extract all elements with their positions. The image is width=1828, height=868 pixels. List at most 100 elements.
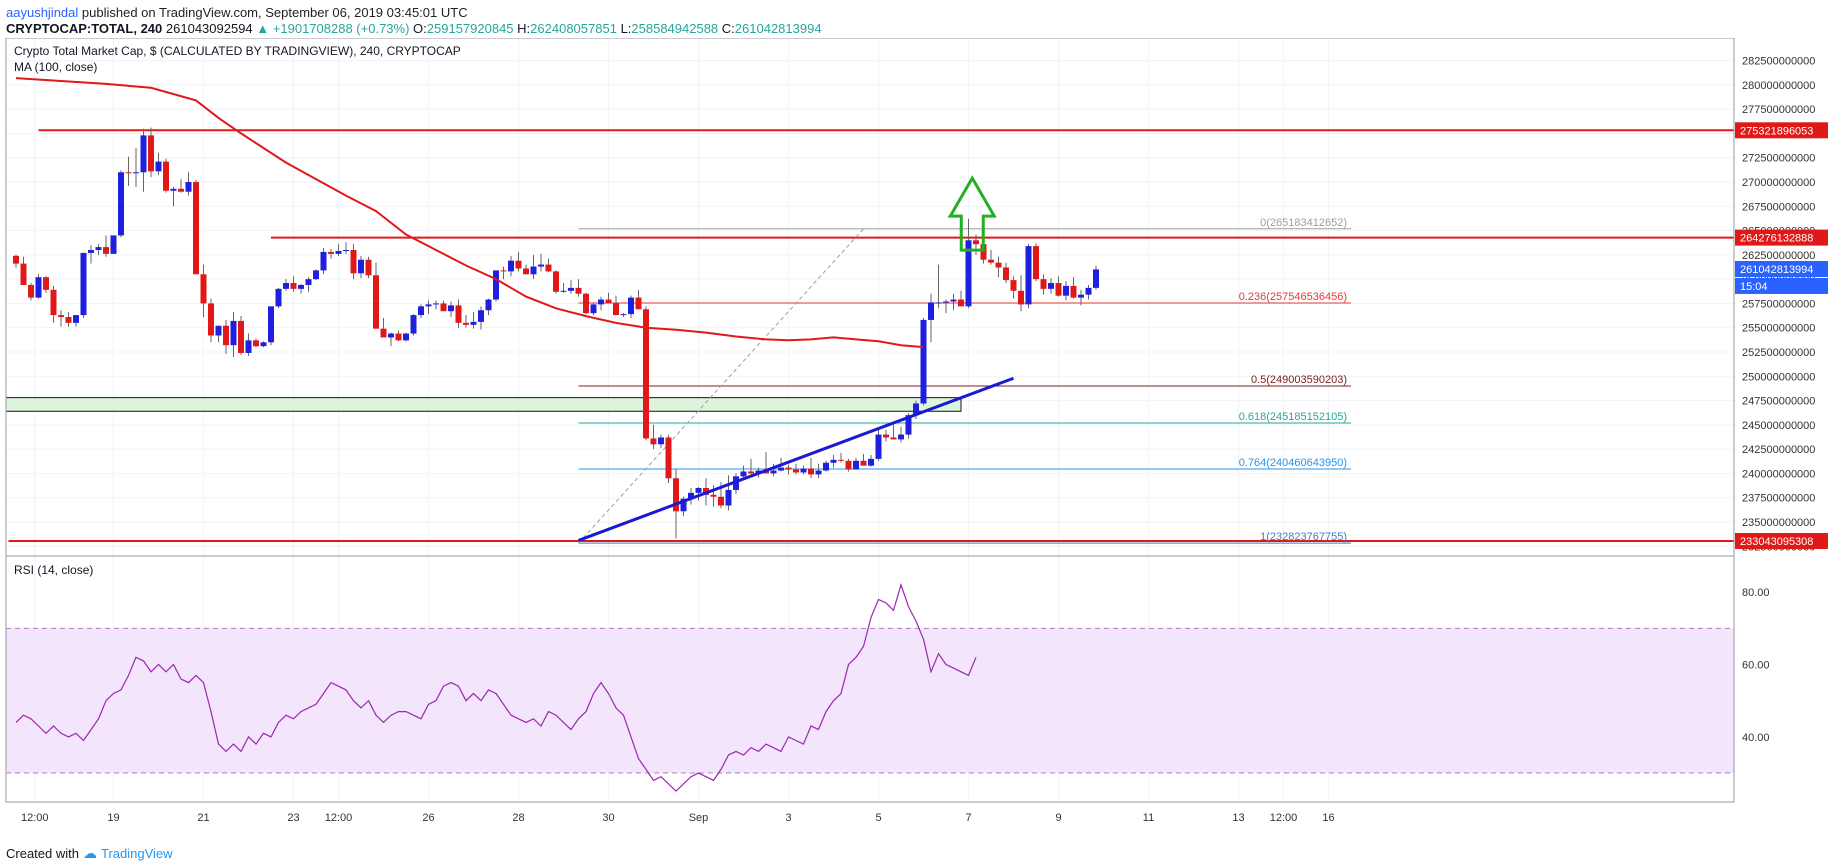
y-tick-label: 277500000000: [1742, 104, 1815, 116]
author-name[interactable]: aayushjindal: [6, 5, 79, 20]
candle-body: [170, 188, 177, 191]
candle-body: [898, 434, 904, 440]
close-value: 261042813994: [734, 21, 822, 36]
candle-body: [943, 301, 949, 303]
candle-body: [65, 317, 72, 323]
up-arrow: [947, 175, 997, 252]
candle-body: [808, 468, 814, 475]
x-tick-label: Sep: [689, 812, 709, 824]
axes: 2325000000002350000000002375000000002400…: [5, 38, 1815, 824]
candle-body: [335, 250, 342, 254]
candle-body: [568, 287, 574, 291]
candle-body: [508, 260, 514, 272]
candle-body: [485, 299, 492, 311]
candle-body: [1018, 290, 1024, 305]
candle-body: [448, 305, 454, 312]
y-tick-label: 255000000000: [1742, 323, 1815, 335]
candle-body: [395, 333, 402, 341]
created-with-text: Created with: [6, 846, 79, 861]
plot-frame: [5, 38, 1735, 803]
candle-body: [230, 320, 237, 346]
candle-body: [815, 470, 822, 475]
moving-average: [15, 77, 924, 349]
candle-body: [140, 135, 147, 173]
candle-body: [928, 302, 934, 320]
x-tick-label: 19: [107, 812, 119, 824]
y-tick-label: 262500000000: [1742, 250, 1815, 262]
y-tick-label: 237500000000: [1742, 493, 1815, 505]
x-tick-label: 28: [512, 812, 524, 824]
y-tick-label: 267500000000: [1742, 201, 1815, 213]
chart-area[interactable]: 0(265183412652) 0.236(257546536456) 0.5(24…: [0, 38, 1828, 838]
candle-body: [793, 469, 799, 473]
candle-body: [935, 302, 942, 304]
candle-body: [605, 299, 612, 304]
open-value: 259157920845: [426, 21, 514, 36]
candle-body: [785, 467, 792, 470]
support-trendline: [577, 376, 1015, 542]
candle-body: [650, 438, 657, 445]
x-tick-label: 13: [1232, 812, 1244, 824]
candle-body: [43, 277, 49, 290]
candle-body: [223, 325, 229, 346]
fib-label: 0(265183412652): [1260, 217, 1347, 229]
candle-body: [980, 244, 987, 260]
horizontal-levels: [8, 129, 1734, 543]
candle-body: [185, 182, 192, 192]
candles: [13, 127, 1099, 539]
candle-body: [1070, 285, 1077, 298]
candle-body: [958, 299, 964, 307]
candle-body: [200, 274, 207, 304]
candle-body: [583, 293, 589, 314]
candle-body: [20, 263, 27, 285]
last-price: 261043092594: [165, 21, 253, 36]
fib-label: 0.764(240460643950): [1239, 457, 1347, 469]
candle-body: [328, 251, 334, 254]
candle-body: [695, 488, 702, 493]
candle-body: [748, 471, 754, 474]
candle-body: [718, 496, 724, 506]
candle-body: [500, 270, 507, 272]
candle-body: [365, 259, 372, 276]
rsi-tick-label: 60.00: [1742, 660, 1770, 672]
candle-body: [103, 247, 109, 254]
level-tag: [1735, 229, 1828, 246]
tradingview-link[interactable]: TradingView: [100, 846, 173, 861]
candle-body: [215, 325, 222, 336]
candle-body: [253, 340, 259, 347]
candle-body: [1003, 267, 1009, 281]
candle-body: [800, 468, 807, 473]
candle-body: [613, 303, 619, 316]
rsi-legend: RSI (14, close): [14, 563, 93, 577]
trendline: [577, 376, 1015, 542]
footer: Created with ☁ TradingView: [6, 845, 173, 862]
candle-body: [965, 240, 972, 307]
publish-info: aayushjindal published on TradingView.co…: [6, 5, 468, 20]
candle-body: [823, 462, 829, 471]
candle-body: [890, 437, 897, 440]
x-tick-label: 12:00: [325, 812, 353, 824]
rsi-tick-label: 80.00: [1742, 587, 1770, 599]
candle-body: [95, 247, 102, 250]
candle-body: [973, 240, 979, 245]
candle-body: [688, 492, 694, 499]
price-tag-label: 15:04: [1740, 281, 1768, 293]
candle-body: [538, 264, 544, 267]
rsi-line: [15, 582, 977, 792]
support-zone: [5, 397, 962, 412]
symbol-label: CRYPTOCAP:TOTAL, 240: [6, 21, 163, 36]
candle-body: [260, 342, 267, 347]
candle-body: [913, 403, 919, 416]
y-tick-label: 250000000000: [1742, 371, 1815, 383]
level-tag-label: 264276132888: [1740, 233, 1813, 245]
up-triangle-icon: ▲: [256, 21, 270, 36]
chart-title: Crypto Total Market Cap, $ (CALCULATED B…: [14, 44, 461, 58]
candle-body: [905, 415, 912, 435]
candle-body: [268, 306, 274, 343]
y-tick-label: 282500000000: [1742, 56, 1815, 68]
high-label: H:: [517, 21, 531, 36]
fib-label: 0.5(249003590203): [1251, 374, 1347, 386]
tradingview-logo-icon: ☁: [82, 845, 97, 861]
y-tick-label: 270000000000: [1742, 177, 1815, 189]
y-tick-label: 240000000000: [1742, 468, 1815, 480]
